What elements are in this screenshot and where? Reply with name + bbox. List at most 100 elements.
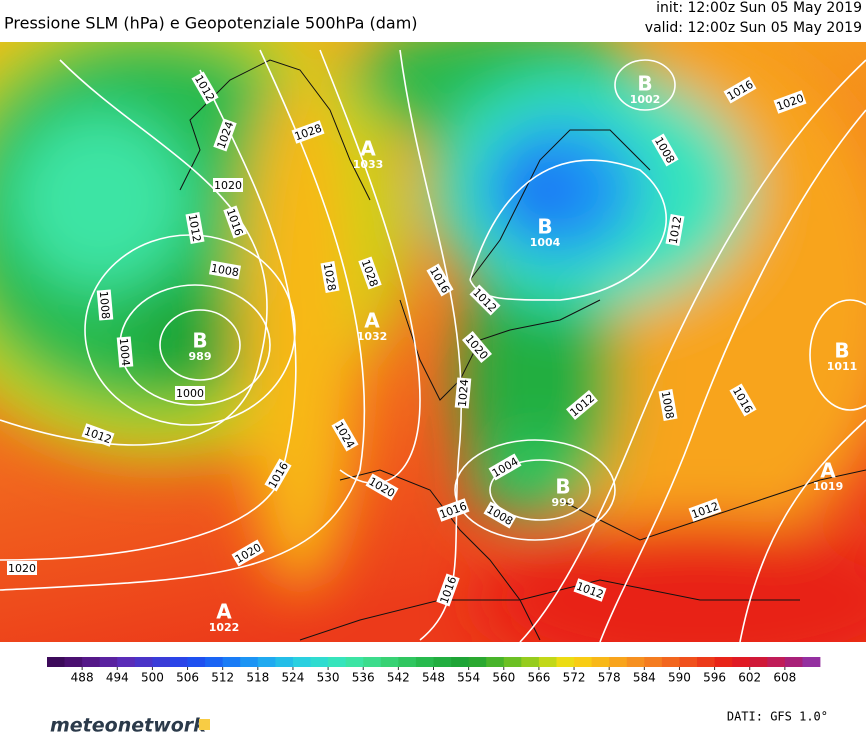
isobar-value: 1008: [659, 390, 677, 420]
label-box: [213, 118, 237, 152]
label-box: [454, 377, 472, 409]
colorbar-swatch: [486, 657, 505, 667]
colorbar-swatch: [363, 657, 382, 667]
colorbar-tick-label: 542: [387, 671, 410, 685]
isobar-value: 1008: [97, 291, 112, 320]
label-box: [223, 205, 247, 239]
isobar-label: 1028: [320, 261, 340, 293]
colorbar-swatch: [205, 657, 224, 667]
center-value: 1011: [827, 360, 858, 373]
pressure-centers: B1002A1033B1004B989A1032B1011A1019B999A1…: [189, 72, 858, 635]
colorbar-swatch: [802, 657, 821, 667]
label-box: [426, 263, 454, 297]
label-box: [573, 578, 607, 602]
center-value: 989: [189, 350, 212, 363]
isobar-label: 1012: [185, 212, 205, 244]
colorbar-swatch: [538, 657, 557, 667]
logo: meteonetwork: [50, 715, 210, 737]
colorbar-swatch: [556, 657, 575, 667]
colorbar-swatch: [661, 657, 680, 667]
label-box: [488, 453, 522, 481]
center-letter: B: [537, 215, 552, 239]
colorbar-swatch: [222, 657, 241, 667]
colorbar-swatch: [99, 657, 118, 667]
isobar-value: 1000: [176, 387, 204, 400]
colorbar-swatch: [784, 657, 803, 667]
label-box: [358, 256, 382, 290]
label-box: [723, 76, 757, 104]
colorbar-swatch: [328, 657, 347, 667]
colorbar-swatch: [275, 657, 294, 667]
colorbar-swatch: [117, 657, 136, 667]
colorbar-swatch: [591, 657, 610, 667]
colorbar-swatch: [169, 657, 188, 667]
colorbar-tick-label: 500: [141, 671, 164, 685]
label-box: [213, 178, 243, 192]
colorbar-swatch: [257, 657, 276, 667]
colorbar-swatch: [152, 657, 171, 667]
colorbar-swatch: [468, 657, 487, 667]
center-value: 1022: [209, 621, 240, 634]
label-box: [81, 423, 115, 447]
label-box: [231, 539, 265, 567]
colorbar-tick-label: 584: [633, 671, 656, 685]
label-box: [566, 389, 598, 421]
center-letter: A: [360, 137, 376, 161]
center-value: 1019: [813, 480, 844, 493]
isobar-value: 1012: [667, 215, 685, 245]
center-letter: B: [555, 475, 570, 499]
center-letter: B: [834, 339, 849, 363]
isobar-label: 1020: [213, 178, 243, 192]
isobar-label: 1012: [665, 214, 685, 246]
isobar-value: 1020: [8, 562, 36, 575]
colorbar-swatch: [47, 657, 65, 667]
colorbar-tick-label: 512: [211, 671, 234, 685]
label-box: [436, 573, 460, 607]
colorbar-swatch: [415, 657, 434, 667]
colorbar-swatch: [644, 657, 663, 667]
title: Pressione SLM (hPa) e Geopotenziale 500h…: [4, 14, 418, 33]
label-box: [469, 284, 501, 316]
label-box: [116, 336, 134, 368]
isobar-value: 1008: [210, 262, 240, 280]
colorbar-swatch: [626, 657, 645, 667]
center-value: 1033: [353, 158, 384, 171]
center-letter: B: [192, 329, 207, 353]
label-box: [651, 133, 679, 167]
isobar-value: 1012: [186, 213, 204, 243]
isobar-value: 1024: [456, 379, 471, 408]
label-box: [331, 418, 359, 452]
colorbar-swatch: [240, 657, 259, 667]
colorbar-swatch: [292, 657, 311, 667]
label-box: [773, 90, 807, 114]
colorbar-swatch: [380, 657, 399, 667]
colorbar-swatch: [732, 657, 751, 667]
colorbar-tick-label: 608: [773, 671, 796, 685]
colorbar-swatch: [451, 657, 470, 667]
isobar-label: 1008: [658, 389, 678, 421]
colorbar-tick-label: 518: [246, 671, 269, 685]
colorbar-tick-label: 596: [703, 671, 726, 685]
colorbar-tick-label: 566: [527, 671, 550, 685]
colorbar-tick-label: 560: [492, 671, 515, 685]
colorbar-tick-label: 554: [457, 671, 480, 685]
label-box: [658, 389, 678, 421]
label-box: [7, 561, 37, 575]
colorbar-tick-label: 506: [176, 671, 199, 685]
colorbar-tick-label: 488: [71, 671, 94, 685]
center-letter: A: [820, 459, 836, 483]
colorbar-tick-label: 548: [422, 671, 445, 685]
colorbar-swatch: [64, 657, 83, 667]
data-source: DATI: GFS 1.0°: [727, 710, 828, 724]
label-box: [365, 473, 399, 501]
colorbar-swatch: [134, 657, 153, 667]
colorbar-swatch: [749, 657, 768, 667]
colorbar-swatch: [433, 657, 452, 667]
valid-time: valid: 12:00z Sun 05 May 2019: [645, 20, 862, 36]
center-letter: A: [216, 600, 232, 624]
isobar-label: 1000: [175, 386, 205, 400]
isobar-label: 1004: [116, 336, 134, 368]
isobar-label: 1008: [96, 289, 114, 321]
